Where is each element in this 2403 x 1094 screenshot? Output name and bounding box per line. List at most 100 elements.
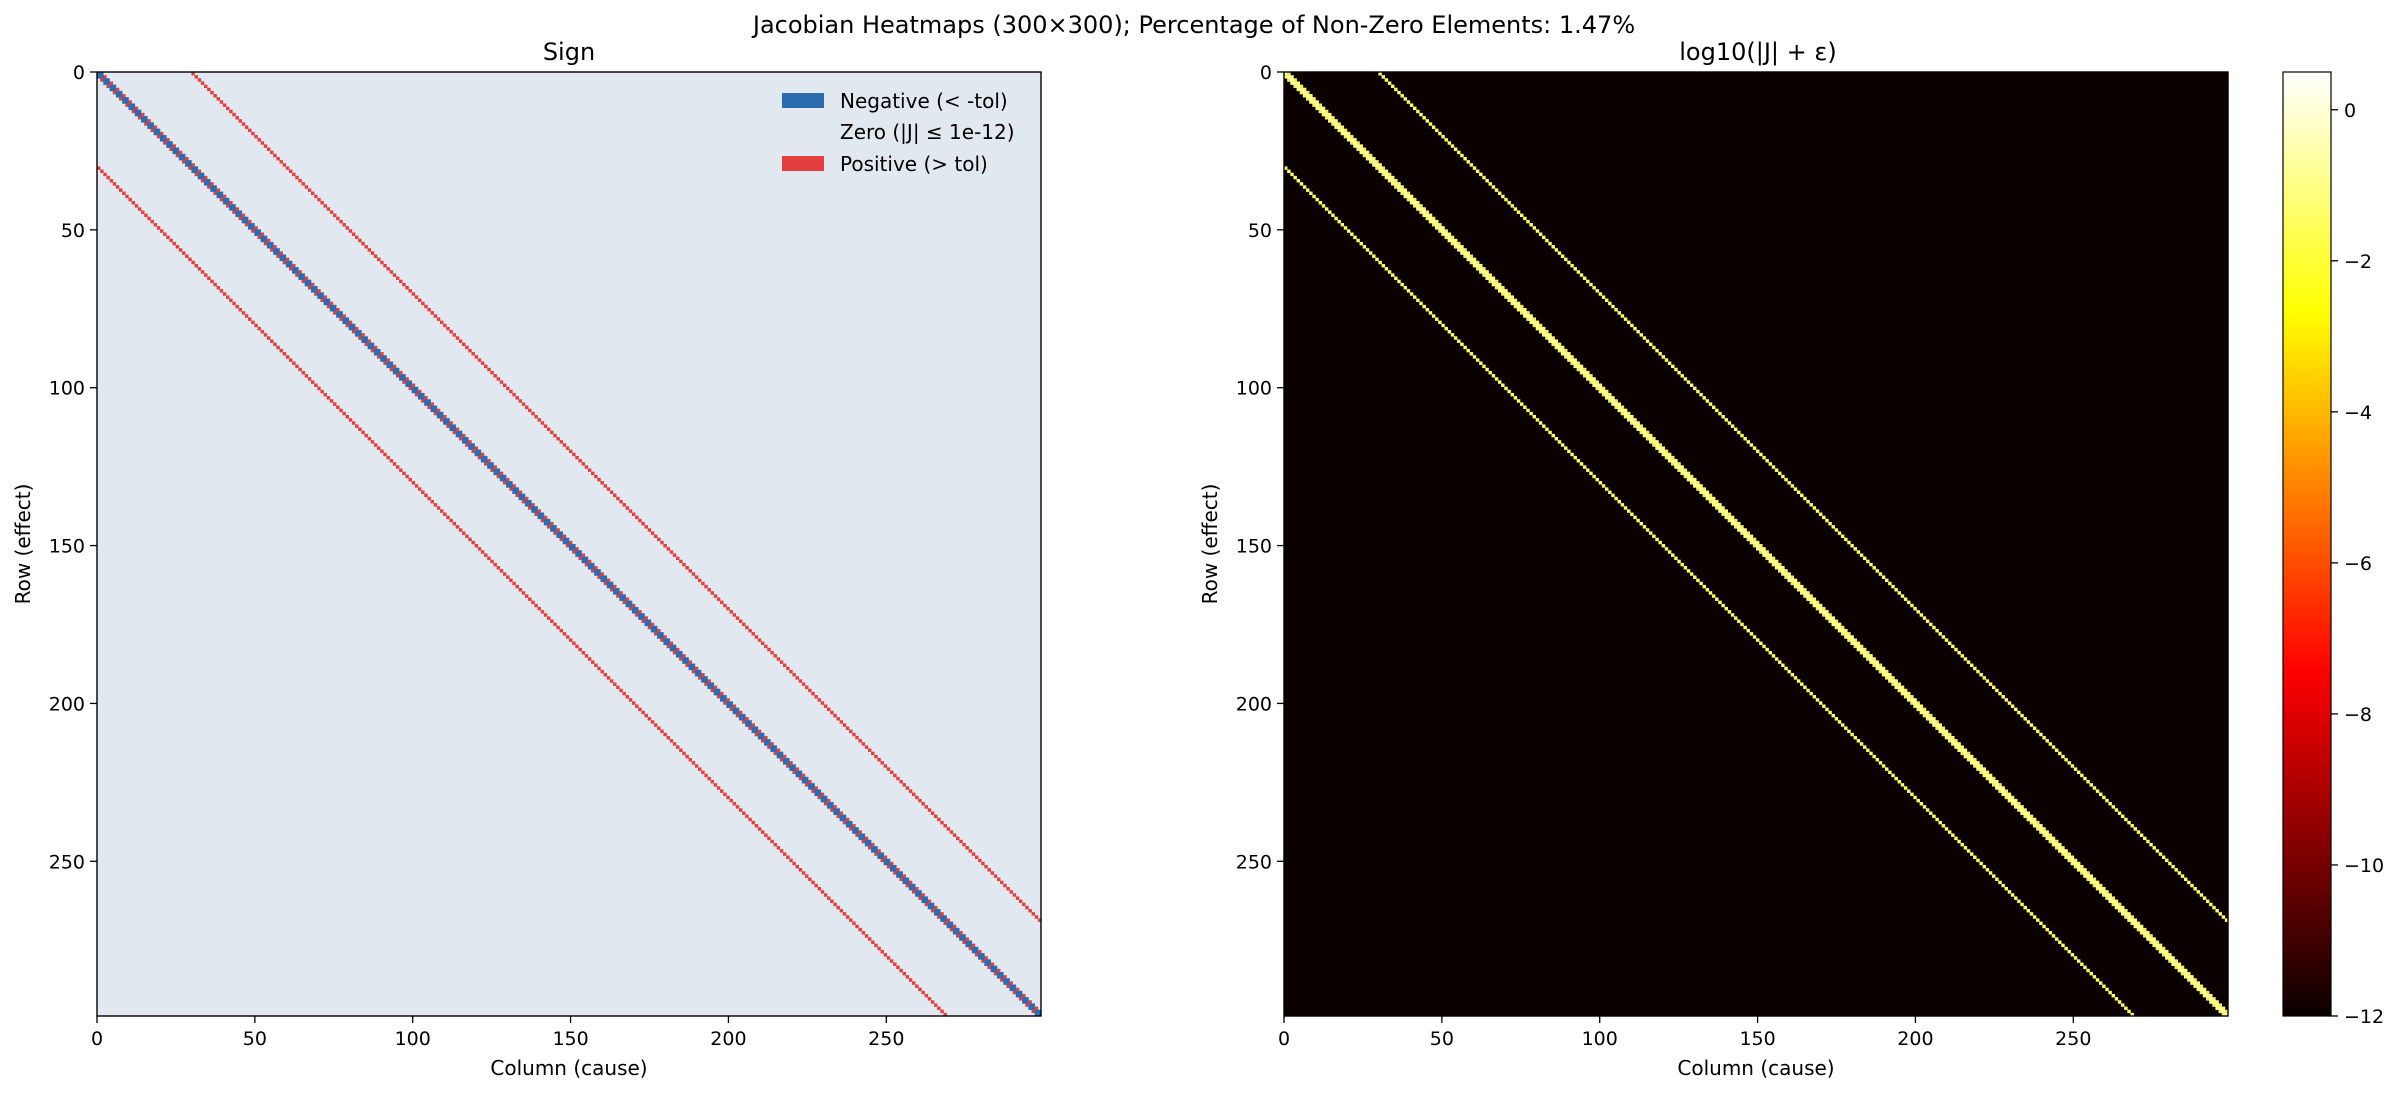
sign-cell <box>348 326 353 331</box>
log-cell <box>2042 833 2046 837</box>
log-cell <box>2199 984 2204 988</box>
sign-cell <box>355 235 359 240</box>
sign-cell <box>694 669 699 674</box>
sign-cell <box>732 613 737 617</box>
log-cell <box>2143 934 2147 938</box>
log-cell <box>1992 783 1996 787</box>
log-cell <box>2067 858 2071 863</box>
log-cell <box>2089 971 2093 976</box>
log-cell <box>2026 817 2031 822</box>
log-cell <box>1494 279 1499 284</box>
sign-cell <box>1025 1003 1029 1007</box>
sign-cell <box>823 704 828 708</box>
sign-cell <box>698 767 702 771</box>
log-cell <box>1381 169 1385 173</box>
sign-cell <box>128 106 132 111</box>
log-cell <box>1306 90 1310 95</box>
log-cell <box>1947 739 1952 743</box>
sign-cell <box>1031 1006 1036 1011</box>
log-cell <box>2174 868 2178 872</box>
sign-cell <box>738 619 743 623</box>
log-cell <box>2029 820 2034 825</box>
sign-cell <box>427 405 431 409</box>
sign-cell <box>326 207 331 211</box>
log-cell <box>1951 735 1955 740</box>
sign-cell <box>493 471 497 476</box>
sign-cell <box>952 931 957 935</box>
log-cell <box>1910 695 1914 699</box>
log-cell <box>1771 559 1776 564</box>
sign-cell <box>477 455 482 460</box>
sign-cell <box>858 836 862 841</box>
sign-cell <box>669 739 674 743</box>
log-cell <box>2092 880 2097 885</box>
sign-cell <box>691 666 696 671</box>
sign-cell <box>361 336 365 340</box>
sign-cell <box>701 679 705 683</box>
log-cell <box>1774 559 1779 564</box>
log-cell <box>1630 414 1634 419</box>
log-cell <box>1866 650 1870 655</box>
log-cell <box>1768 556 1773 561</box>
sign-cell <box>273 245 277 249</box>
sign-cell <box>166 141 170 145</box>
log-cell <box>1671 553 1675 557</box>
log-cell <box>1806 688 1810 693</box>
log-cell <box>1768 650 1773 655</box>
log-cell <box>1482 273 1486 277</box>
log-cell <box>1966 660 1971 664</box>
sign-cell <box>295 364 299 369</box>
log-cell <box>1529 411 1533 416</box>
sign-cell <box>603 581 608 586</box>
sign-cell <box>150 122 154 126</box>
sign-cell <box>383 263 387 268</box>
log-cell <box>1784 575 1788 579</box>
log-cell <box>2165 953 2169 957</box>
sign-cell <box>540 421 545 425</box>
log-cell <box>1853 641 1857 645</box>
log-cell <box>1576 361 1581 365</box>
sign-cell <box>433 503 438 507</box>
sign-cell <box>760 641 765 645</box>
log-cell <box>2095 880 2100 885</box>
log-cell <box>2076 959 2081 963</box>
log-cell <box>2155 943 2160 948</box>
log-cell <box>1803 685 1807 690</box>
log-cell <box>1796 584 1801 589</box>
log-cell <box>1790 673 1795 677</box>
sign-cell <box>380 449 384 454</box>
sign-cell <box>317 289 321 293</box>
sign-cell <box>342 411 346 416</box>
sign-cell <box>251 226 255 230</box>
sign-cell <box>855 924 859 929</box>
log-cell <box>1790 484 1795 488</box>
sign-cell <box>373 348 378 353</box>
sign-cell <box>679 650 683 655</box>
sign-cell <box>886 767 891 771</box>
sign-cell <box>830 808 834 812</box>
log-cell <box>2224 1012 2229 1017</box>
sign-cell <box>572 550 576 554</box>
log-cell <box>1362 153 1367 158</box>
sign-cell <box>288 358 293 362</box>
sign-cell <box>877 855 881 859</box>
sign-cell <box>178 248 183 252</box>
log-cell <box>1834 528 1839 532</box>
sign-cell <box>1003 883 1007 888</box>
sign-cell <box>565 537 570 542</box>
sign-cell <box>820 795 825 800</box>
sign-cell <box>820 792 825 797</box>
log-cell <box>1450 144 1455 148</box>
log-cell <box>2212 1000 2216 1004</box>
sign-cell <box>962 934 966 938</box>
sign-cell <box>707 776 711 781</box>
log-cell <box>1384 175 1389 180</box>
log-cell <box>1652 345 1656 350</box>
sign-cell <box>742 717 746 721</box>
sign-cell <box>232 204 236 208</box>
sign-cell <box>968 946 973 951</box>
sign-cell <box>531 503 535 507</box>
sign-cell <box>1022 997 1026 1001</box>
sign-cell <box>587 559 592 564</box>
log-cell <box>1677 465 1681 469</box>
